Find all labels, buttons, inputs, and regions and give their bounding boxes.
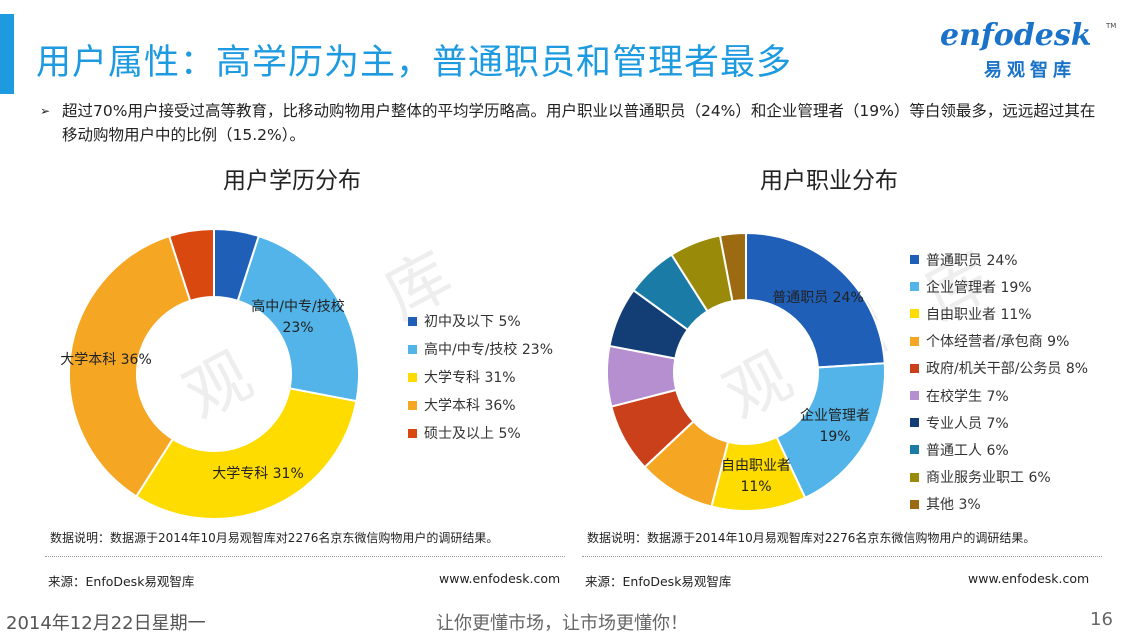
- legend-item-个体经营者/承包商: 个体经营者/承包商 9%: [910, 328, 1088, 355]
- data-label-高中/中专/技校: 23%: [282, 320, 313, 336]
- legend-swatch: [408, 344, 417, 354]
- logo-trademark: TM: [1106, 22, 1117, 30]
- left-divider: [45, 556, 565, 557]
- legend-swatch: [910, 255, 919, 265]
- legend-swatch: [910, 309, 919, 319]
- legend-item-普通工人: 普通工人 6%: [910, 436, 1088, 463]
- legend-item-高中/中专/技校: 高中/中专/技校 23%: [408, 335, 553, 363]
- slice-大学本科: [68, 234, 192, 498]
- legend-swatch: [910, 418, 919, 428]
- legend-label: 自由职业者 11%: [926, 306, 1032, 323]
- slice-普通职员: [745, 231, 886, 369]
- education-donut-chart: 高中/中专/技校 23% 大学专科 31% 大学本科 36%: [60, 227, 360, 520]
- logo-chinese-name: 易观智库: [984, 60, 1076, 81]
- bullet-arrow-icon: ➢: [40, 104, 51, 118]
- legend-item-在校学生: 在校学生 7%: [910, 382, 1088, 409]
- legend-item-大学本科: 大学本科 36%: [408, 391, 553, 419]
- legend-swatch: [910, 391, 919, 401]
- right-data-note: 数据说明：数据源于2014年10月易观智库对2276名京东微信购物用户的调研结果…: [587, 531, 1036, 545]
- legend-item-硕士及以上: 硕士及以上 5%: [408, 419, 553, 447]
- left-data-note: 数据说明：数据源于2014年10月易观智库对2276名京东微信购物用户的调研结果…: [50, 531, 499, 545]
- legend-swatch: [910, 336, 919, 346]
- enfodesk-logo: enfodesk TM 易观智库: [940, 18, 1120, 81]
- legend-label: 硕士及以上 5%: [424, 426, 521, 442]
- legend-label: 在校学生 7%: [926, 388, 1009, 405]
- legend-item-企业管理者: 企业管理者 19%: [910, 273, 1088, 300]
- legend-label: 商业服务业职工 6%: [926, 470, 1051, 487]
- page-number: 16: [1090, 609, 1113, 630]
- data-label-企业管理者: 企业管理者: [800, 407, 870, 424]
- data-label-普通职员: 普通职员 24%: [772, 290, 864, 306]
- legend-label: 高中/中专/技校 23%: [424, 342, 554, 358]
- logo-wordmark: enfodesk: [940, 18, 1092, 53]
- data-label-高中/中专/技校: 高中/中专/技校: [251, 298, 344, 315]
- page-title: 用户属性：高学历为主，普通职员和管理者最多: [36, 43, 793, 83]
- right-source: 来源：EnfoDesk易观智库: [585, 574, 732, 589]
- legend-label: 普通工人 6%: [926, 442, 1009, 459]
- legend-item-专业人员: 专业人员 7%: [910, 409, 1088, 436]
- legend-item-自由职业者: 自由职业者 11%: [910, 300, 1088, 327]
- watermark-text: 观: [713, 339, 804, 434]
- legend-swatch: [408, 372, 417, 382]
- legend-swatch: [910, 363, 919, 373]
- watermark-text: 观: [173, 339, 264, 434]
- legend-label: 初中及以下 5%: [424, 314, 521, 330]
- legend-swatch: [910, 445, 919, 455]
- legend-label: 企业管理者 19%: [926, 279, 1032, 296]
- legend-item-商业服务业职工: 商业服务业职工 6%: [910, 464, 1088, 491]
- legend-label: 普通职员 24%: [926, 252, 1018, 269]
- slice-高中/中专/技校: [236, 234, 360, 403]
- legend-label: 专业人员 7%: [926, 415, 1009, 432]
- occupation-legend: 普通职员 24% 企业管理者 19% 自由职业者 11% 个体经营者/承包商 9% 政府…: [910, 246, 1088, 518]
- title-accent-bar: [0, 14, 14, 94]
- legend-label: 个体经营者/承包商 9%: [926, 334, 1070, 351]
- right-divider: [582, 556, 1102, 557]
- occupation-donut-chart: 普通职员 24% 企业管理者 19% 自由职业者 11%: [606, 231, 886, 512]
- right-website-link[interactable]: www.enfodesk.com: [968, 571, 1090, 586]
- legend-swatch: [910, 472, 919, 482]
- legend-swatch: [910, 499, 919, 509]
- slice-大学专科: [134, 387, 358, 520]
- slice-硕士及以上: [167, 227, 215, 303]
- summary-text: 超过70%用户接受过高等教育，比移动购物用户整体的平均学历略高。用户职业以普通职…: [62, 102, 1096, 144]
- legend-item-大学专科: 大学专科 31%: [408, 363, 553, 391]
- left-source: 来源：EnfoDesk易观智库: [48, 574, 195, 589]
- legend-swatch: [408, 400, 417, 410]
- data-label-企业管理者: 19%: [819, 429, 850, 445]
- legend-item-其他: 其他 3%: [910, 491, 1088, 518]
- legend-item-政府/机关干部/公务员: 政府/机关干部/公务员 8%: [910, 355, 1088, 382]
- summary-bullet: ➢ 超过70%用户接受过高等教育，比移动购物用户整体的平均学历略高。用户职业以普…: [40, 99, 1110, 147]
- legend-label: 大学专科 31%: [424, 370, 516, 386]
- data-label-自由职业者: 自由职业者: [721, 458, 791, 474]
- legend-swatch: [408, 316, 417, 326]
- legend-label: 其他 3%: [926, 497, 981, 514]
- data-label-大学本科: 大学本科 36%: [60, 352, 152, 368]
- education-legend: 初中及以下 5% 高中/中专/技校 23% 大学专科 31% 大学本科 36% 硕士及以…: [408, 307, 553, 447]
- legend-item-初中及以下: 初中及以下 5%: [408, 307, 553, 335]
- legend-label: 大学本科 36%: [424, 398, 516, 414]
- legend-item-普通职员: 普通职员 24%: [910, 246, 1088, 273]
- slice-其他: [718, 231, 747, 303]
- left-website-link[interactable]: www.enfodesk.com: [439, 571, 561, 586]
- education-chart-title: 用户学历分布: [223, 168, 361, 194]
- data-label-大学专科: 大学专科 31%: [212, 466, 304, 482]
- occupation-chart-title: 用户职业分布: [760, 168, 898, 194]
- legend-swatch: [910, 282, 919, 292]
- footer-slogan: 让你更懂市场，让市场更懂你！: [436, 613, 688, 634]
- footer-date: 2014年12月22日星期一: [6, 613, 206, 634]
- legend-label: 政府/机关干部/公务员 8%: [926, 361, 1089, 378]
- legend-swatch: [408, 428, 417, 438]
- data-label-自由职业者: 11%: [740, 479, 771, 495]
